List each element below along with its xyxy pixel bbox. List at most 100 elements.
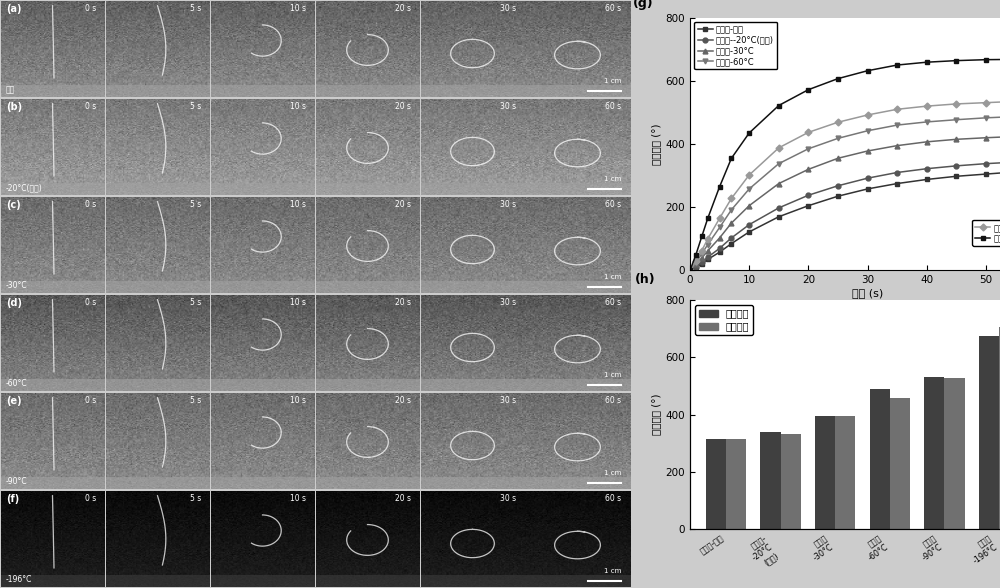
驱动器-196°C [950,57,962,64]
Text: 20 s: 20 s [395,4,411,13]
Text: 30 s: 30 s [500,298,516,307]
驱动器--20°C(无序) [862,175,874,182]
Text: 5 s: 5 s [190,298,201,307]
驱动器--20°C(无序) [921,165,933,172]
驱动器-90°C [980,99,992,106]
Text: (f): (f) [6,494,19,504]
驱动器-90°C [891,106,903,113]
Text: 10 s: 10 s [290,494,306,503]
驱动器-60°C [891,122,903,129]
驱动器-60°C [684,267,696,274]
Line: 驱动器-30°C: 驱动器-30°C [688,133,1000,273]
驱动器-室温 [714,249,726,256]
Text: (e): (e) [6,396,21,406]
Bar [890,397,910,529]
驱动器-60°C [980,114,992,121]
Text: 0 s: 0 s [85,494,96,503]
驱动器-90°C [862,112,874,119]
驱动器-室温 [773,213,785,220]
驱动器-196°C [725,155,737,162]
Text: 30 s: 30 s [500,200,516,209]
Text: 20 s: 20 s [395,102,411,111]
Text: 10 s: 10 s [290,4,306,13]
驱动器-196°C [702,215,714,222]
驱动器-60°C [773,160,785,167]
Text: 1 cm: 1 cm [604,470,621,476]
驱动器-60°C [714,224,726,231]
Text: 60 s: 60 s [605,102,621,111]
驱动器-30°C [696,254,708,261]
Text: 1 cm: 1 cm [604,567,621,574]
Text: 0 s: 0 s [85,102,96,111]
驱动器-60°C [696,250,708,258]
驱动器--20°C(无序) [832,182,844,189]
Bar [979,336,999,529]
Bar [870,389,890,529]
驱动器-196°C [696,233,708,240]
Y-axis label: 弯曲振幅 (°): 弯曲振幅 (°) [651,394,661,435]
Text: 60 s: 60 s [605,200,621,209]
Text: 20 s: 20 s [395,396,411,405]
驱动器-90°C [725,195,737,202]
Line: 驱动器-60°C: 驱动器-60°C [688,113,1000,273]
Text: -196°C: -196°C [6,575,32,584]
驱动器-196°C [891,62,903,69]
Text: (a): (a) [6,4,21,14]
Legend: 驱动器-90°C, 驱动器-196°C: 驱动器-90°C, 驱动器-196°C [972,220,1000,246]
Text: 30 s: 30 s [500,494,516,503]
Bar [760,432,781,529]
Text: (d): (d) [6,298,22,308]
驱动器-196°C [921,59,933,66]
驱动器--20°C(无序) [773,205,785,212]
Text: 60 s: 60 s [605,494,621,503]
驱动器-30°C [921,138,933,145]
Text: -90°C: -90°C [6,477,27,486]
Text: 5 s: 5 s [190,396,201,405]
驱动器-30°C [690,261,702,268]
Bar [726,439,746,529]
Text: 20 s: 20 s [395,298,411,307]
Text: 5 s: 5 s [190,494,201,503]
驱动器-90°C [684,267,696,274]
驱动器-室温 [862,185,874,192]
驱动器--20°C(无序) [714,245,726,252]
Text: 0 s: 0 s [85,396,96,405]
驱动器-60°C [921,118,933,125]
驱动器-室温 [891,180,903,187]
驱动器-90°C [802,129,814,136]
驱动器-196°C [832,75,844,82]
Line: 驱动器-90°C: 驱动器-90°C [688,98,1000,273]
驱动器-196°C [802,86,814,93]
Text: (g): (g) [633,0,654,10]
驱动器--20°C(无序) [690,263,702,270]
Text: 10 s: 10 s [290,102,306,111]
驱动器-196°C [714,183,726,191]
驱动器-60°C [743,185,755,192]
驱动器-196°C [980,56,992,63]
驱动器-196°C [684,267,696,274]
Text: 1 cm: 1 cm [604,372,621,377]
驱动器-60°C [862,127,874,134]
驱动器-30°C [802,166,814,173]
Text: 10 s: 10 s [290,200,306,209]
Line: 驱动器-室温: 驱动器-室温 [688,168,1000,273]
驱动器-30°C [743,202,755,209]
驱动器-196°C [690,251,702,258]
驱动器-196°C [862,67,874,74]
Line: 驱动器-196°C: 驱动器-196°C [688,57,1000,273]
Bar [924,377,944,529]
驱动器-室温 [743,228,755,235]
驱动器-90°C [832,119,844,126]
驱动器--20°C(无序) [725,235,737,242]
驱动器-60°C [690,259,702,266]
驱动器--20°C(无序) [891,169,903,176]
驱动器--20°C(无序) [802,192,814,199]
Text: (h): (h) [635,273,655,286]
Text: 0 s: 0 s [85,4,96,13]
驱动器-90°C [702,235,714,242]
Bar [706,439,726,529]
驱动器--20°C(无序) [702,253,714,260]
驱动器-60°C [802,145,814,152]
驱动器-30°C [702,248,714,255]
驱动器-室温 [980,171,992,178]
